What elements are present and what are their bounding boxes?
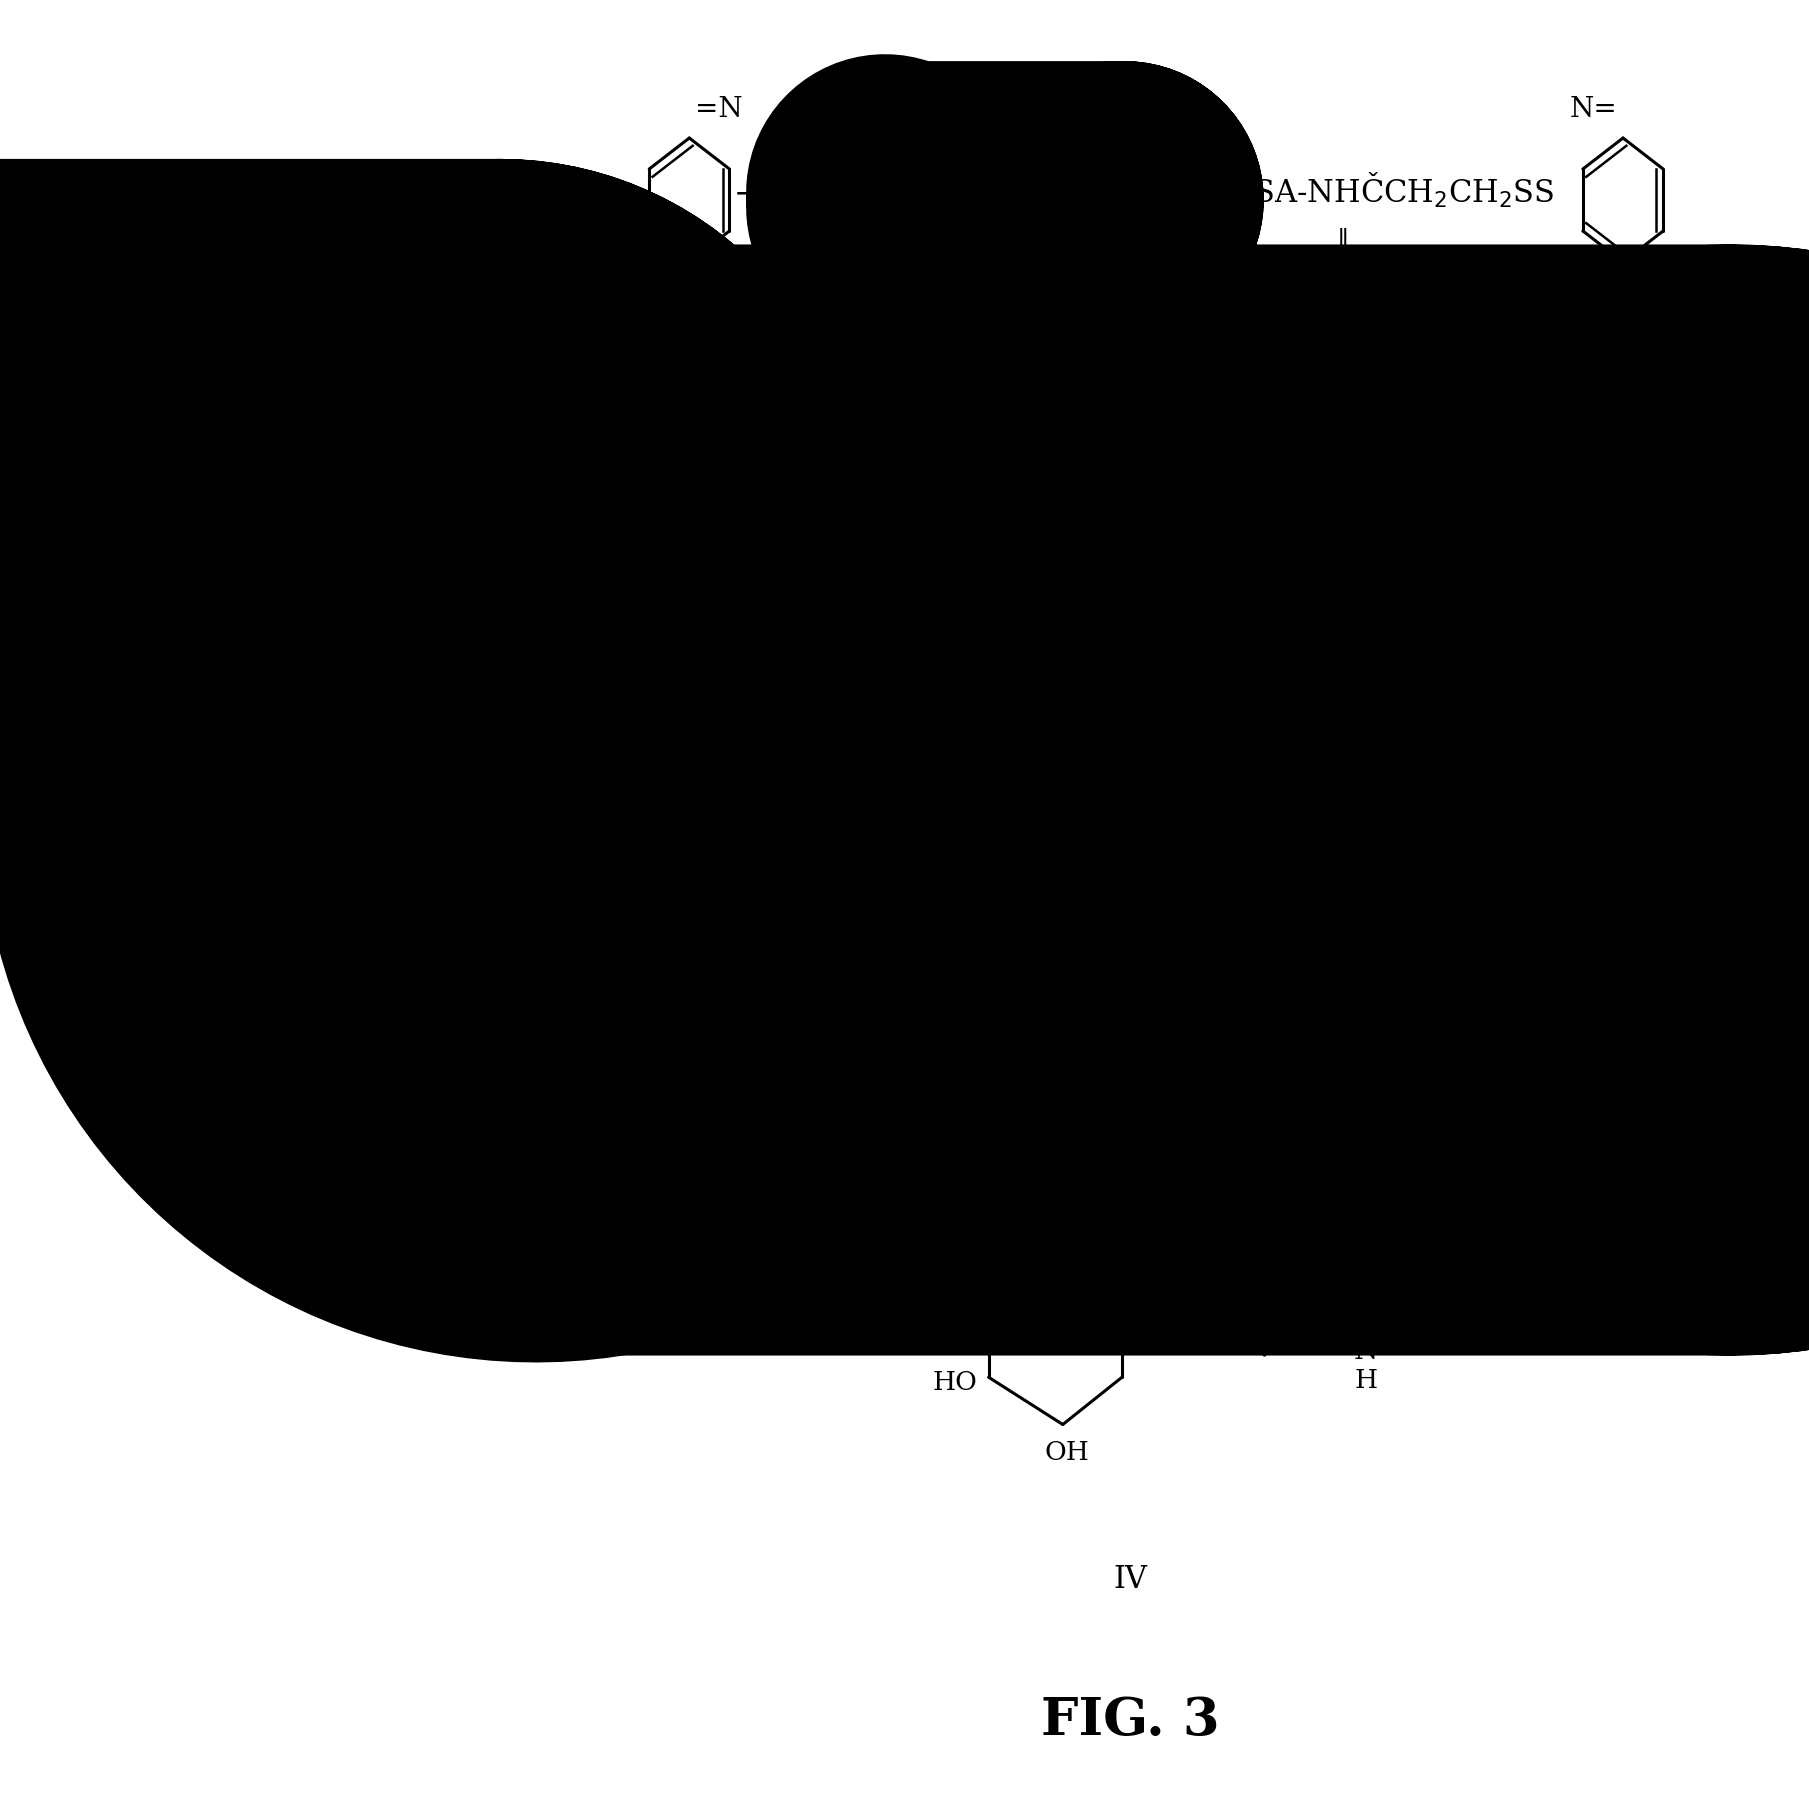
Text: $-$SSCH$_2$CH$_2$CO N: $-$SSCH$_2$CH$_2$CO N bbox=[733, 178, 1015, 211]
Text: O: O bbox=[1009, 295, 1035, 326]
Text: O: O bbox=[1089, 1217, 1111, 1244]
Text: O: O bbox=[995, 1120, 1018, 1150]
Text: $-$CH$_2$CH$_2$OH: $-$CH$_2$CH$_2$OH bbox=[1556, 731, 1762, 763]
Text: ‖: ‖ bbox=[615, 826, 628, 850]
Text: ‖: ‖ bbox=[1000, 1159, 1013, 1184]
Text: $-$SSCH$_2$CH$_2$NHC: $-$SSCH$_2$CH$_2$NHC bbox=[980, 659, 1241, 691]
Text: HSA-NHČCH$_2$CH$_2$SH: HSA-NHČCH$_2$CH$_2$SH bbox=[496, 781, 829, 819]
Text: red.: red. bbox=[496, 445, 557, 475]
Text: HSA: HSA bbox=[496, 182, 584, 218]
Text: =N: =N bbox=[695, 95, 743, 122]
Text: $-$CH$_2$CH$_2$OH: $-$CH$_2$CH$_2$OH bbox=[1369, 1262, 1576, 1294]
Text: O: O bbox=[1015, 175, 1040, 205]
Text: O: O bbox=[715, 590, 740, 621]
Text: ‖: ‖ bbox=[1207, 634, 1219, 657]
Text: ‖: ‖ bbox=[720, 545, 733, 571]
Text: O: O bbox=[1109, 198, 1134, 230]
Text: HO: HO bbox=[933, 1370, 977, 1395]
Text: HSA-NHČCH$_2$CH$_2$SH: HSA-NHČCH$_2$CH$_2$SH bbox=[599, 490, 964, 531]
Text: HSA-NHČCH$_2$CH$_2$SS: HSA-NHČCH$_2$CH$_2$SS bbox=[1227, 171, 1554, 209]
Text: O: O bbox=[1011, 1233, 1033, 1260]
Text: ‖: ‖ bbox=[582, 1215, 595, 1240]
Text: II: II bbox=[1268, 985, 1292, 1015]
Text: OH: OH bbox=[1132, 1265, 1178, 1291]
Text: O: O bbox=[1330, 275, 1355, 306]
Text: H: H bbox=[1355, 1368, 1377, 1393]
Text: O: O bbox=[608, 869, 633, 902]
Text: +: + bbox=[791, 778, 827, 821]
Text: H: H bbox=[1541, 839, 1565, 864]
Text: O: O bbox=[575, 1265, 601, 1296]
Text: N: N bbox=[1355, 1339, 1378, 1366]
Text: OH: OH bbox=[1239, 943, 1283, 968]
Text: IV: IV bbox=[1113, 1564, 1147, 1595]
Text: ‖: ‖ bbox=[1337, 229, 1350, 252]
Text: OH: OH bbox=[1044, 1440, 1089, 1465]
Text: =N: =N bbox=[942, 565, 990, 592]
Text: HSA-NHČCH$_2$CH$_2$SSCH$_2$CH$_2$NHČ: HSA-NHČCH$_2$CH$_2$SSCH$_2$CH$_2$NHČ bbox=[479, 1172, 990, 1208]
Text: N: N bbox=[1541, 808, 1565, 835]
Text: N=: N= bbox=[1568, 95, 1617, 122]
Text: HO: HO bbox=[1123, 871, 1169, 896]
Text: FIG. 3: FIG. 3 bbox=[1040, 1694, 1219, 1746]
Text: O: O bbox=[1199, 594, 1225, 625]
Text: O: O bbox=[1062, 295, 1087, 326]
Text: O: O bbox=[1203, 729, 1227, 756]
Text: OH: OH bbox=[1331, 763, 1375, 788]
Text: +: + bbox=[577, 178, 615, 221]
Text: O: O bbox=[1283, 713, 1306, 740]
